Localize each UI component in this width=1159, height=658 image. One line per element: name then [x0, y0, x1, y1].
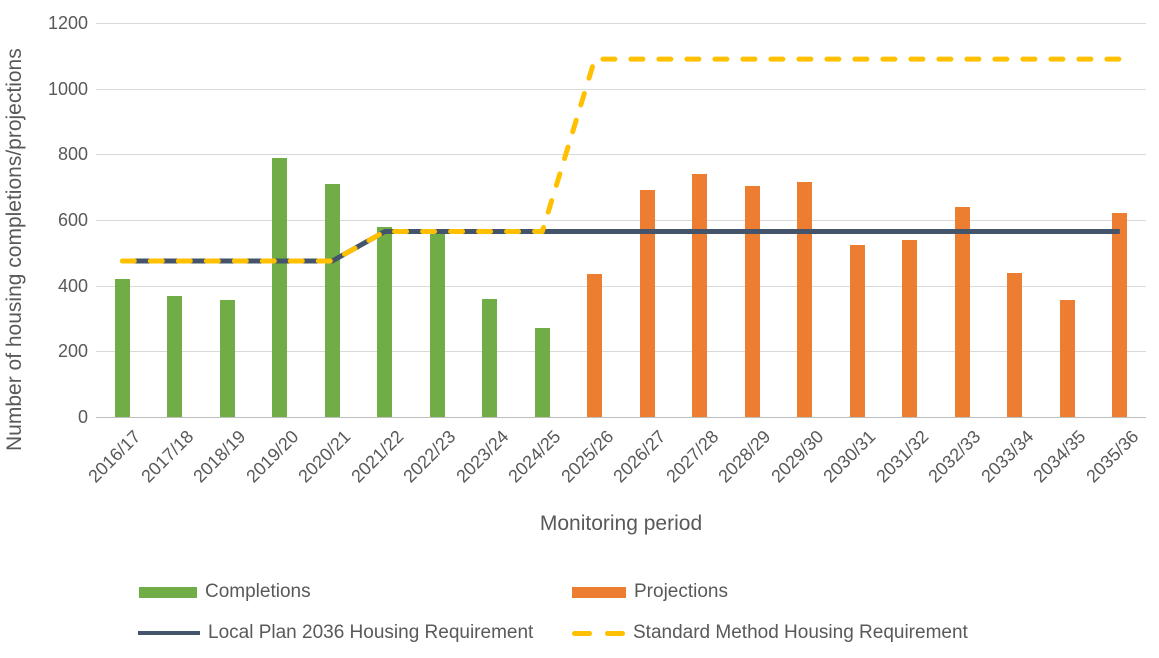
gridline [96, 220, 1146, 221]
y-tick-label: 1000 [47, 78, 88, 99]
gridline [96, 285, 1146, 287]
completions-swatch [139, 586, 197, 598]
bar-completions-2024-25 [534, 328, 550, 417]
legend-item-standard-method: Standard Method Housing Requirement [572, 622, 968, 644]
bar-projections-2033-34 [1007, 272, 1023, 417]
gridline [96, 23, 1146, 24]
bar-projections-2035-36 [1112, 213, 1128, 417]
x-axis-line [96, 417, 1146, 418]
y-tick-label: 1200 [47, 13, 88, 33]
gridline [96, 88, 1146, 90]
legend-item-projections: Projections [572, 581, 728, 603]
bar-completions-2018-19 [219, 300, 235, 417]
bar-projections-2030-31 [849, 244, 865, 417]
bar-completions-2021-22 [377, 226, 393, 417]
bar-projections-2032-33 [954, 206, 970, 417]
y-tick-label: 0 [77, 407, 88, 427]
y-axis-title: Number of housing completions/projection… [3, 48, 26, 452]
bar-projections-2025-26 [587, 274, 603, 417]
legend-item-local-plan: Local Plan 2036 Housing Requirement [138, 622, 533, 644]
legend-label-completions: Completions [205, 581, 311, 602]
bar-completions-2016-17 [114, 279, 130, 417]
local-plan-swatch [138, 631, 200, 635]
gridline [96, 154, 1146, 156]
standard-method-swatch [572, 630, 625, 636]
legend-label-standard-method: Standard Method Housing Requirement [633, 622, 968, 643]
y-tick-label: 200 [57, 341, 88, 362]
gridline [96, 351, 1146, 353]
bar-projections-2029-30 [797, 182, 813, 417]
bar-projections-2026-27 [639, 190, 655, 417]
bar-projections-2028-29 [744, 185, 760, 417]
y-tick-label: 800 [57, 144, 88, 165]
projections-swatch [572, 586, 626, 598]
bar-completions-2022-23 [429, 233, 445, 417]
bar-completions-2020-21 [324, 183, 340, 417]
x-axis-title: Monitoring period [539, 512, 703, 535]
legend-item-completions: Completions [139, 581, 311, 603]
bar-projections-2031-32 [902, 239, 918, 417]
y-tick-label: 400 [57, 275, 88, 296]
y-tick-label: 600 [57, 210, 88, 230]
legend-label-local-plan: Local Plan 2036 Housing Requirement [208, 622, 534, 643]
bar-projections-2034-35 [1059, 300, 1075, 417]
bar-projections-2027-28 [692, 174, 708, 417]
bar-completions-2019-20 [272, 157, 288, 417]
bar-completions-2017-18 [167, 295, 183, 417]
bar-completions-2023-24 [482, 298, 498, 417]
legend-label-projections: Projections [634, 581, 728, 602]
